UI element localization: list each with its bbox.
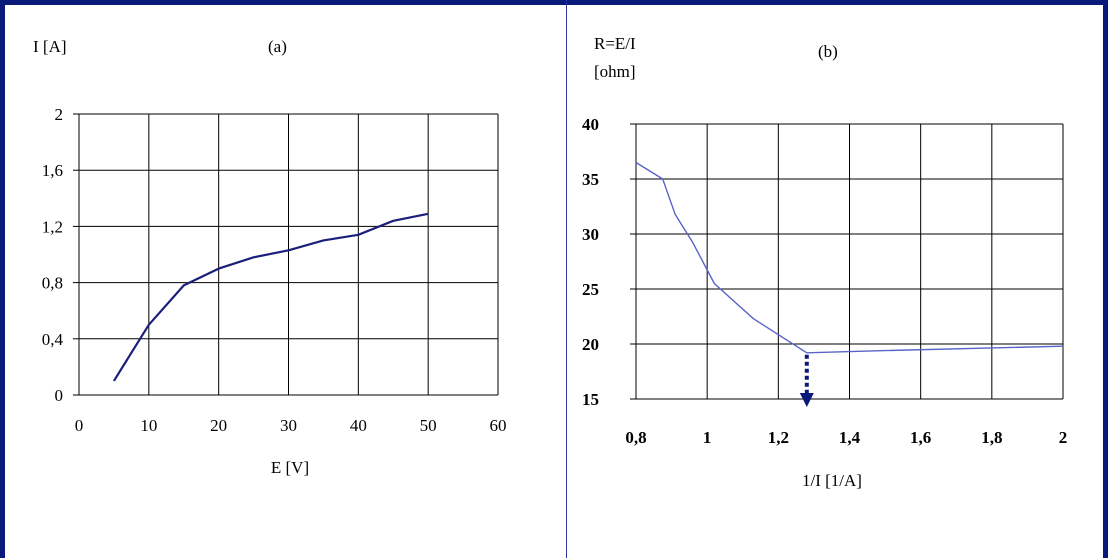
chart-b-ticks: 0,8 1 1,2 1,4 1,6 1,8 2 15 20 25 30 35 40 (582, 115, 1067, 447)
chart-a-ytick-label: 0 (55, 386, 64, 405)
chart-b-xtick-label: 1 (703, 428, 712, 447)
chart-a-xtick-label: 50 (420, 416, 437, 435)
chart-a-ytick-label: 2 (55, 105, 64, 124)
chart-a-xlabel: E [V] (271, 458, 309, 477)
chart-b-ytick-label: 30 (582, 225, 599, 244)
chart-b-ytick-label: 20 (582, 335, 599, 354)
chart-b-series (635, 161, 1064, 354)
chart-b-ylabel-unit: [ohm] (594, 62, 636, 81)
chart-a-ytick-label: 1,6 (42, 161, 63, 180)
chart-a-xtick-label: 30 (280, 416, 297, 435)
chart-a-xtick-label: 20 (210, 416, 227, 435)
chart-a-grid (73, 113, 499, 396)
chart-b-xtick-label: 1,2 (768, 428, 789, 447)
chart-a-xtick-label: 60 (490, 416, 507, 435)
chart-a-ylabel: I [A] (33, 37, 67, 56)
chart-b-ylabel: R=E/I (594, 34, 636, 53)
chart-b-arrow-marker (799, 354, 814, 407)
chart-b-ytick-label: 35 (582, 170, 599, 189)
chart-b-annotation: (b) (818, 42, 838, 61)
chart-a-xtick-label: 0 (75, 416, 84, 435)
chart-b-xtick-label: 1,4 (839, 428, 861, 447)
chart-a-annotation: (a) (268, 37, 287, 56)
panel-divider (566, 0, 567, 558)
chart-a-series-line (112, 212, 429, 382)
chart-b-ytick-label: 25 (582, 280, 599, 299)
chart-a-xtick-label: 10 (140, 416, 157, 435)
chart-b-xtick-label: 1,8 (981, 428, 1002, 447)
chart-b-xtick-label: 0,8 (625, 428, 646, 447)
chart-a-ytick-label: 0,4 (42, 330, 64, 349)
chart-b-xlabel: 1/I [1/A] (802, 471, 862, 490)
chart-a-ytick-label: 0,8 (42, 274, 63, 293)
chart-a-series (112, 212, 429, 382)
chart-b-ytick-label: 40 (582, 115, 599, 134)
chart-b-grid (630, 123, 1064, 400)
chart-a-ytick-label: 1,2 (42, 217, 63, 236)
chart-b-ytick-label: 15 (582, 390, 599, 409)
arrow-head (799, 393, 814, 407)
chart-b-xtick-label: 2 (1059, 428, 1068, 447)
chart-b-xtick-label: 1,6 (910, 428, 931, 447)
chart-a-xtick-label: 40 (350, 416, 367, 435)
chart-b-series-line (635, 161, 1064, 354)
chart-a-ticks: 0 10 20 30 40 50 60 0 0,4 0,8 1,2 1,6 2 (42, 105, 507, 435)
